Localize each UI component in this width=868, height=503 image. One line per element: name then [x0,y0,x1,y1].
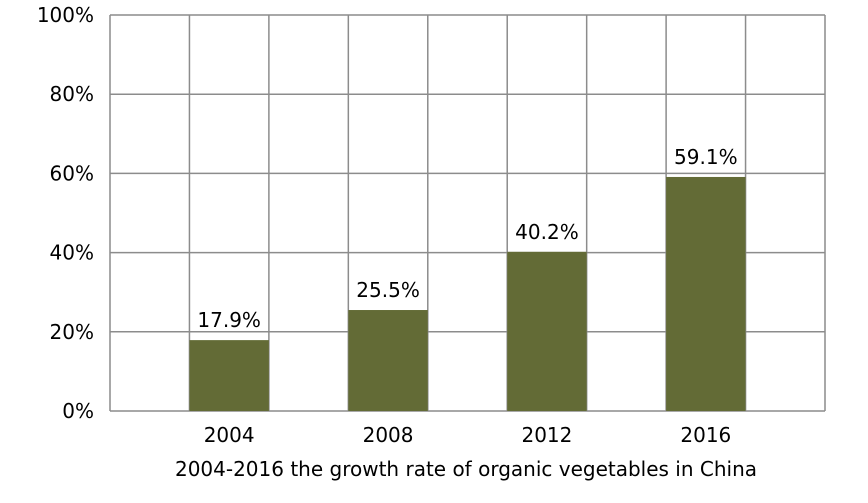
data-label-2016: 59.1% [674,145,738,169]
y-axis-tick-labels: 0% 20% 40% 60% 80% 100% [37,3,94,423]
bar-2012 [507,251,587,411]
data-label-2008: 25.5% [356,278,420,302]
y-tick-label-1: 20% [50,320,94,344]
y-tick-label-4: 80% [50,82,94,106]
y-tick-label-3: 60% [50,161,94,185]
data-labels: 17.9% 25.5% 40.2% 59.1% [197,145,737,332]
bar-2008 [348,310,428,411]
y-tick-label-0: 0% [62,399,94,423]
chart-title: 2004-2016 the growth rate of organic veg… [175,457,757,481]
y-tick-label-2: 40% [50,241,94,265]
x-tick-label-2008: 2008 [363,423,414,447]
x-axis-category-labels: 2004 2008 2012 2016 [204,423,732,447]
bar-2016 [666,176,746,411]
data-label-2004: 17.9% [197,308,261,332]
x-tick-label-2004: 2004 [204,423,255,447]
x-tick-label-2012: 2012 [521,423,572,447]
x-tick-label-2016: 2016 [680,423,731,447]
bars [189,176,746,411]
bar-2004 [189,340,269,411]
y-tick-label-5: 100% [37,3,94,27]
data-label-2012: 40.2% [515,220,579,244]
